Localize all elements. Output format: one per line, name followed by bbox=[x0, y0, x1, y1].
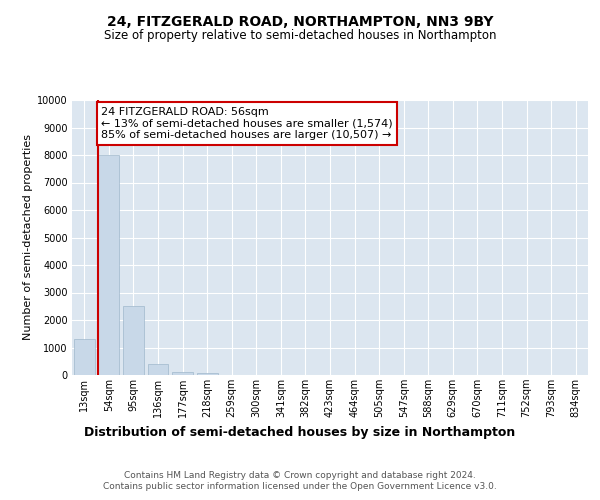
Bar bbox=[148, 364, 169, 375]
Bar bbox=[172, 372, 193, 375]
Text: 24, FITZGERALD ROAD, NORTHAMPTON, NN3 9BY: 24, FITZGERALD ROAD, NORTHAMPTON, NN3 9B… bbox=[107, 16, 493, 30]
Text: Contains HM Land Registry data © Crown copyright and database right 2024.
Contai: Contains HM Land Registry data © Crown c… bbox=[103, 472, 497, 490]
Bar bbox=[74, 339, 95, 375]
Bar bbox=[123, 306, 144, 375]
Bar bbox=[197, 373, 218, 375]
Text: Distribution of semi-detached houses by size in Northampton: Distribution of semi-detached houses by … bbox=[85, 426, 515, 439]
Text: Size of property relative to semi-detached houses in Northampton: Size of property relative to semi-detach… bbox=[104, 28, 496, 42]
Bar bbox=[98, 155, 119, 375]
Text: 24 FITZGERALD ROAD: 56sqm
← 13% of semi-detached houses are smaller (1,574)
85% : 24 FITZGERALD ROAD: 56sqm ← 13% of semi-… bbox=[101, 107, 393, 140]
Y-axis label: Number of semi-detached properties: Number of semi-detached properties bbox=[23, 134, 33, 340]
